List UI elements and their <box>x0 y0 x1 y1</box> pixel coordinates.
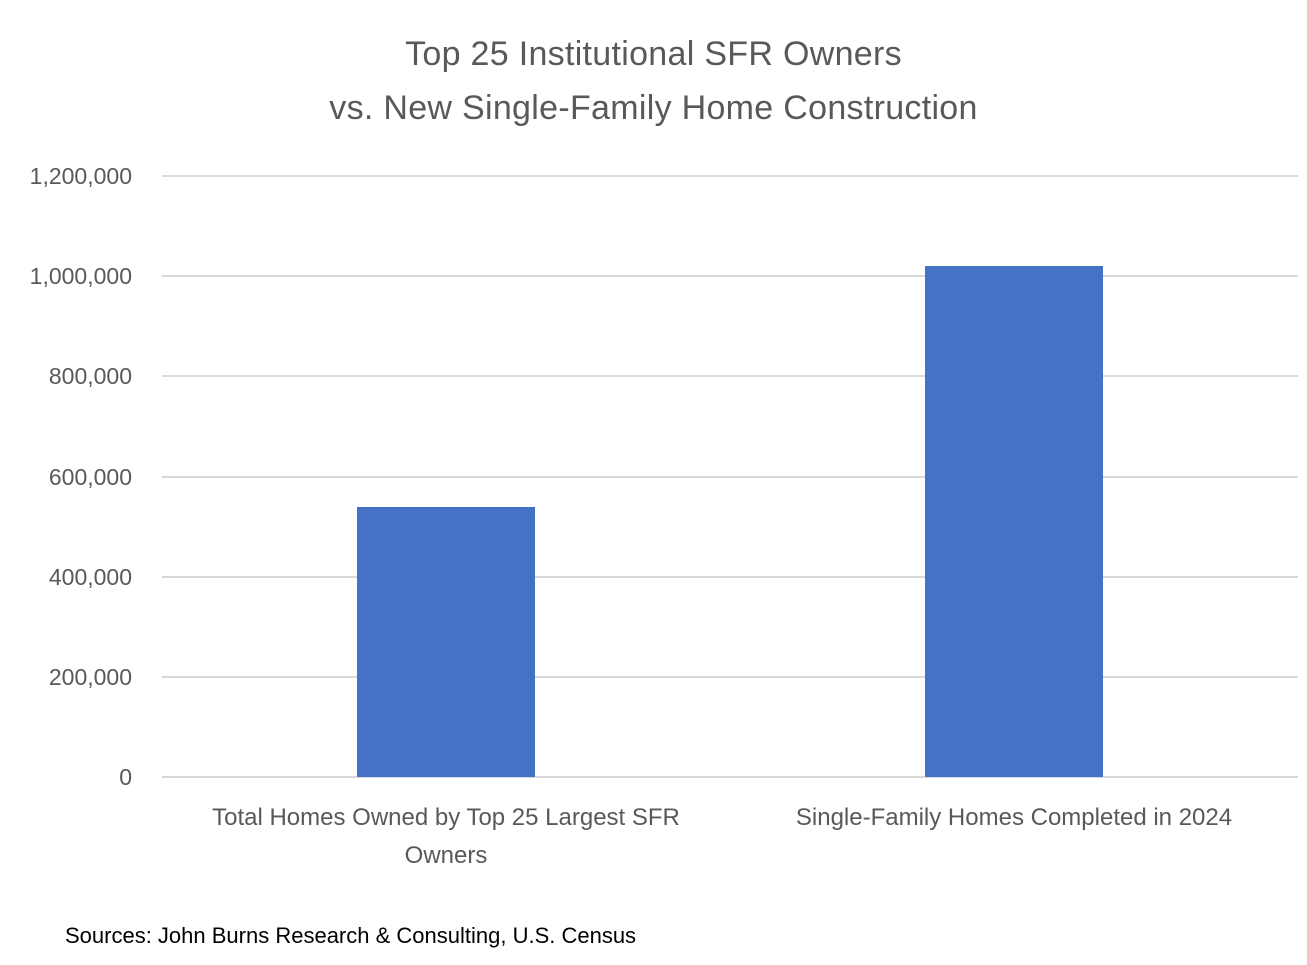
x-axis-category-labels: Total Homes Owned by Top 25 Largest SFR O… <box>162 799 1298 875</box>
category-label-line: Owners <box>404 842 488 869</box>
bar-2 <box>925 266 1103 777</box>
y-tick-label: 0 <box>119 764 132 790</box>
y-tick-label: 600,000 <box>48 464 132 490</box>
chart-title: Top 25 Institutional SFR Owners vs. New … <box>0 27 1307 135</box>
category-label-line: Single-Family Homes Completed in 2024 <box>795 804 1233 831</box>
gridline <box>162 275 1298 277</box>
gridline <box>162 576 1298 578</box>
source-note: Sources: John Burns Research & Consultin… <box>65 923 637 948</box>
y-tick-label: 400,000 <box>48 564 132 590</box>
bar-1 <box>357 507 535 777</box>
gridline <box>162 676 1298 678</box>
y-tick-label: 1,200,000 <box>29 163 132 189</box>
chart-title-line-2: vs. New Single-Family Home Construction <box>329 89 978 127</box>
category-label-2: Single-Family Homes Completed in 2024 <box>730 799 1298 875</box>
y-axis-tick-labels: 0 200,000 400,000 600,000 800,000 1,000,000 1,… <box>0 0 132 965</box>
category-label-1: Total Homes Owned by Top 25 Largest SFR O… <box>162 799 730 875</box>
gridline <box>162 476 1298 478</box>
plot-area <box>162 175 1298 778</box>
y-tick-label: 1,000,000 <box>29 263 132 289</box>
category-label-line: Total Homes Owned by Top 25 Largest SFR <box>212 804 680 831</box>
gridline <box>162 375 1298 377</box>
gridline <box>162 776 1298 778</box>
y-tick-label: 800,000 <box>48 363 132 389</box>
gridline <box>162 175 1298 177</box>
chart-title-line-1: Top 25 Institutional SFR Owners <box>405 35 902 73</box>
y-tick-label: 200,000 <box>48 664 132 690</box>
